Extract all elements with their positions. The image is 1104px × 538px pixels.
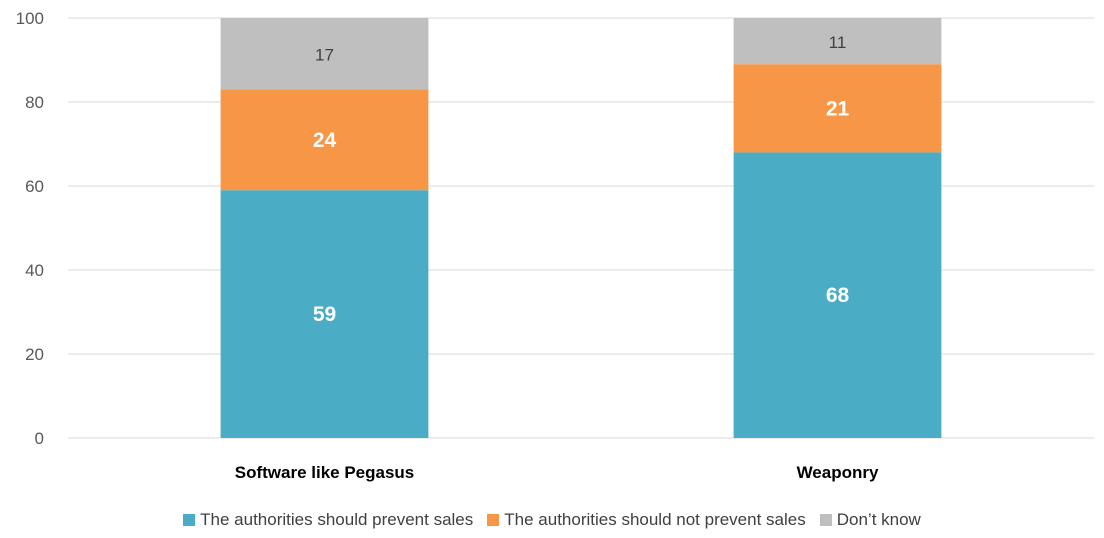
- bars: 59 24 17 68 21 11: [220, 18, 942, 438]
- y-tick-label: 100: [16, 9, 44, 28]
- data-label: 24: [313, 129, 337, 152]
- bar-segment: [733, 152, 942, 438]
- legend: The authorities should prevent sales The …: [0, 510, 1104, 530]
- y-tick-label: 0: [35, 429, 44, 448]
- legend-item: The authorities should prevent sales: [183, 510, 473, 530]
- bar-segment: [220, 18, 429, 90]
- bar-segment: [733, 18, 942, 65]
- data-label: 11: [829, 33, 847, 52]
- legend-label: The authorities should not prevent sales: [504, 510, 806, 529]
- y-tick-label: 20: [25, 345, 44, 364]
- legend-swatch: [183, 514, 196, 526]
- bar-segment: [220, 89, 429, 191]
- legend-swatch: [487, 514, 500, 526]
- legend-swatch: [819, 514, 832, 526]
- legend-label: The authorities should prevent sales: [200, 510, 474, 529]
- bar-segment: [220, 190, 429, 438]
- x-axis: Software like Pegasus Weaponry: [235, 463, 879, 482]
- stacked-bar-chart: 0 20 40 60 80 100 59 24 17 68 21 11 Software like …: [16, 9, 1094, 482]
- x-tick-label: Weaponry: [797, 463, 879, 482]
- data-label: 21: [826, 97, 850, 120]
- data-label: 68: [826, 284, 850, 307]
- y-tick-label: 40: [25, 261, 44, 280]
- y-tick-label: 80: [25, 93, 44, 112]
- bar-segment: [733, 64, 942, 153]
- legend-label: Don’t know: [836, 510, 921, 529]
- data-label: 59: [313, 303, 336, 326]
- y-tick-label: 60: [25, 177, 44, 196]
- x-tick-label: Software like Pegasus: [235, 463, 415, 482]
- legend-item: The authorities should not prevent sales: [487, 510, 806, 530]
- data-label: 17: [315, 46, 334, 65]
- legend-item: Don’t know: [819, 510, 921, 530]
- y-axis: 0 20 40 60 80 100: [16, 9, 44, 448]
